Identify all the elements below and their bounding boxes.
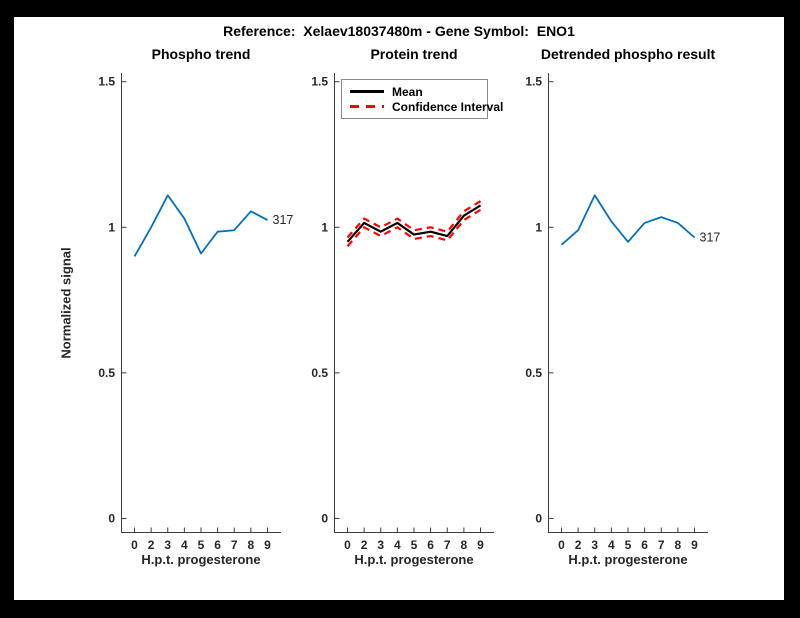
plot-canvas-protein-trend: 00.511.50 2 3 4 5 6 7 8 9 xyxy=(311,73,494,552)
x-tick-label: 4 xyxy=(181,538,188,552)
x-tick-label: 0 xyxy=(131,538,138,552)
x-tick-label: 3 xyxy=(377,538,384,552)
series-line-317 xyxy=(133,194,268,257)
y-tick-label: 1 xyxy=(535,220,542,234)
x-tick-label: 3 xyxy=(164,538,171,552)
x-tick-label: 8 xyxy=(461,538,468,552)
x-tick-label: 6 xyxy=(214,538,221,552)
x-axis-label: H.p.t. progesterone xyxy=(354,552,474,567)
y-axis-label: Normalized signal xyxy=(58,247,74,359)
x-axis-label: H.p.t. progesterone xyxy=(568,552,688,567)
y-tick-label: 0 xyxy=(535,511,542,525)
x-tick-label: 6 xyxy=(641,538,648,552)
x-tick-label: 7 xyxy=(444,538,451,552)
x-tick-label: 7 xyxy=(231,538,238,552)
x-tick-label: 8 xyxy=(248,538,255,552)
legend-entry-confidence-interval: Confidence Interval xyxy=(350,99,503,114)
subplot-protein-trend: Protein trend 0 0.5 1 1.5 0 2 3 4 5 6 7 8 9 Mean Con… xyxy=(311,46,503,567)
line-end-label: 317 xyxy=(700,230,721,244)
figure-title: Reference: Xelaev18037480m - Gene Symbol… xyxy=(223,23,575,39)
x-tick-label: 8 xyxy=(675,538,682,552)
subplot-detrended-phospho-result: Detrended phospho result 0 0.5 1 1.5 0 2 3 4 5 6 7… xyxy=(525,46,720,567)
x-tick-label: 2 xyxy=(148,538,155,552)
y-tick-label: 1.5 xyxy=(525,75,542,89)
x-axis-label: H.p.t. progesterone xyxy=(141,552,261,567)
x-tick-label: 3 xyxy=(591,538,598,552)
y-tick-label: 0.5 xyxy=(98,366,115,380)
x-tick-label: 9 xyxy=(691,538,698,552)
y-tick-label: 0.5 xyxy=(311,366,328,380)
x-tick-label: 4 xyxy=(394,538,401,552)
figure-canvas: Reference: Xelaev18037480m - Gene Symbol… xyxy=(14,17,784,600)
confidence-interval-line-swatch xyxy=(350,105,384,108)
y-tick-label: 0 xyxy=(321,511,328,525)
y-tick-label: 1.5 xyxy=(311,75,328,89)
x-tick-label: 5 xyxy=(625,538,632,552)
y-tick-label: 0.5 xyxy=(525,366,542,380)
legend-label: Mean xyxy=(392,84,423,99)
subplot-title: Detrended phospho result xyxy=(540,46,716,62)
x-tick-label: 6 xyxy=(427,538,434,552)
y-tick-label: 1 xyxy=(108,220,115,234)
x-tick-label: 5 xyxy=(198,538,205,552)
x-tick-label: 0 xyxy=(558,538,565,552)
x-tick-label: 2 xyxy=(361,538,368,552)
mean-line-swatch xyxy=(350,90,384,93)
legend-label: Confidence Interval xyxy=(392,99,504,114)
series-line-317 xyxy=(560,194,696,246)
x-tick-label: 2 xyxy=(575,538,582,552)
x-tick-label: 5 xyxy=(411,538,418,552)
legend-entry-mean: Mean xyxy=(350,84,481,99)
y-tick-label: 1.5 xyxy=(98,75,115,89)
x-tick-label: 9 xyxy=(477,538,484,552)
x-tick-label: 0 xyxy=(344,538,351,552)
y-tick-label: 0 xyxy=(108,511,115,525)
line-end-label: 317 xyxy=(273,213,294,227)
subplot-title: Phospho trend xyxy=(151,46,251,62)
series-line-confidence-interval-upper xyxy=(346,200,482,239)
subplot-phospho-trend: Phospho trend Normalized signal 0 0.5 1 1.5… xyxy=(59,46,294,567)
subplot-title: Protein trend xyxy=(370,46,458,62)
x-tick-label: 7 xyxy=(658,538,665,552)
x-tick-label: 9 xyxy=(264,538,271,552)
series-line-confidence-interval-lower xyxy=(346,208,482,247)
legend: Mean Confidence Interval xyxy=(341,79,503,119)
x-tick-label: 4 xyxy=(608,538,615,552)
y-tick-label: 1 xyxy=(321,220,328,234)
series-line-mean xyxy=(346,204,482,243)
